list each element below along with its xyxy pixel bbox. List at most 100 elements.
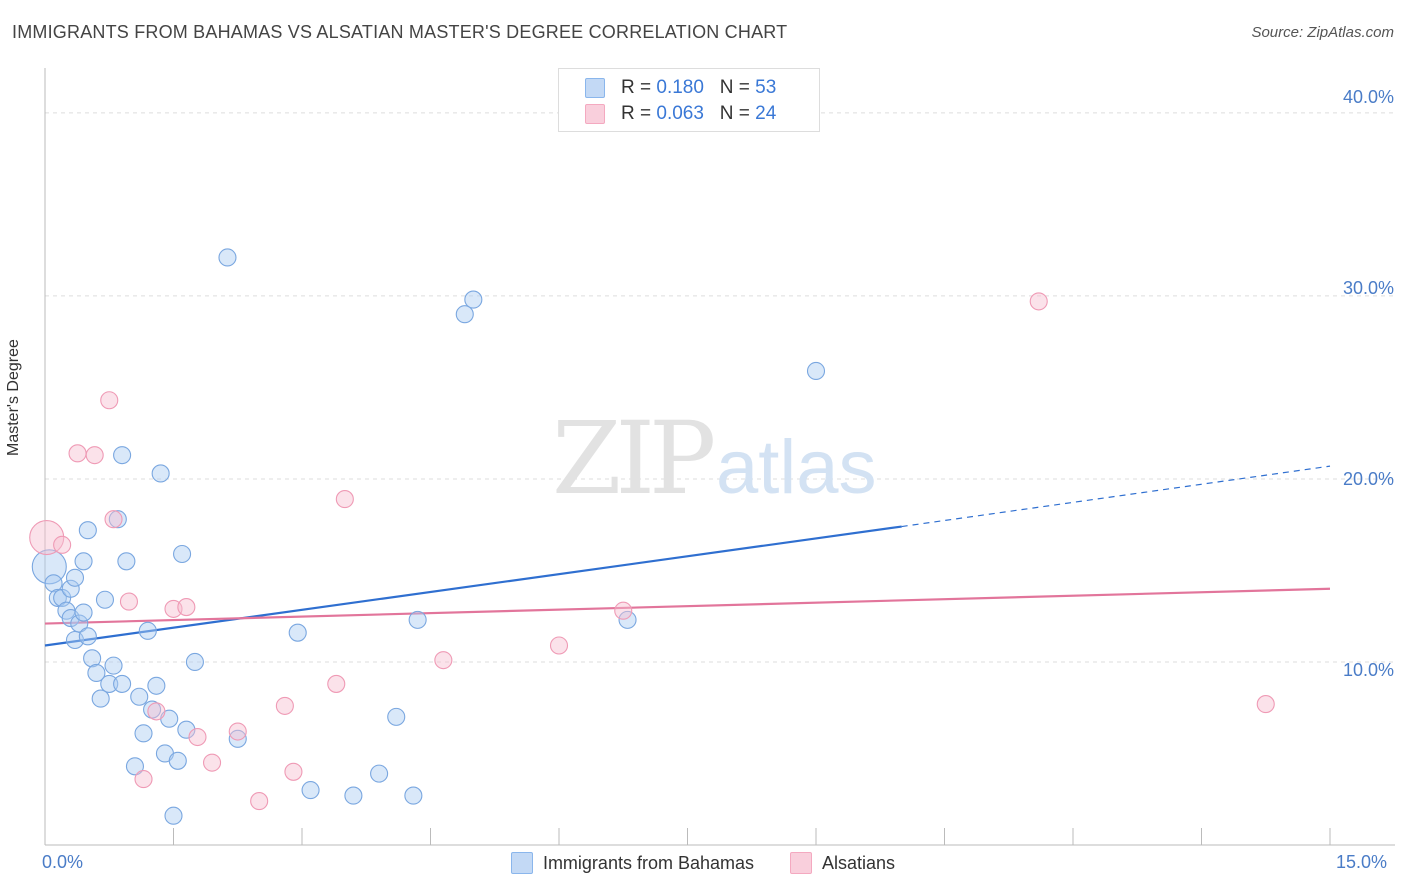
point-bahamas-39	[228, 729, 247, 748]
stats-row-alsatians: R = 0.063 N = 24	[585, 102, 777, 126]
point-bahamas-35	[173, 544, 192, 564]
x-tick-label-min: 0.0%	[42, 852, 84, 872]
point-alsatians-7	[134, 770, 153, 789]
stats-n-label: N =	[719, 77, 756, 98]
point-bahamas-29	[147, 676, 166, 695]
stats-r-label: R =	[621, 103, 657, 124]
point-bahamas-12	[78, 627, 97, 646]
point-bahamas-23	[117, 552, 136, 571]
source-label: Source: ZipAtlas.com	[1251, 24, 1394, 41]
point-bahamas-10	[74, 603, 93, 622]
point-bahamas-22	[113, 446, 132, 465]
point-bahamas-38	[218, 248, 237, 267]
point-alsatians-4	[100, 391, 119, 410]
point-bahamas-46	[408, 610, 427, 629]
point-bahamas-45	[404, 786, 423, 805]
point-alsatians-3	[85, 446, 104, 465]
point-alsatians-6	[119, 592, 139, 611]
point-bahamas-13	[78, 521, 97, 540]
point-bahamas-8	[65, 568, 85, 587]
legend-item-alsatians[interactable]: Alsatians	[790, 852, 895, 874]
point-bahamas-5	[61, 579, 80, 598]
point-bahamas-49	[618, 610, 637, 629]
stats-n-value: 53	[755, 77, 777, 98]
stats-r-value: 0.063	[656, 103, 704, 124]
point-alsatians-15	[275, 696, 294, 715]
legend-swatch-blue	[510, 852, 533, 874]
point-bahamas-19	[104, 656, 123, 675]
point-alsatians-1	[53, 535, 72, 554]
legend-label-bahamas: Immigrants from Bahamas	[542, 852, 754, 873]
point-bahamas-27	[138, 621, 157, 640]
point-alsatians-16	[284, 762, 303, 781]
point-bahamas-30	[151, 464, 170, 483]
point-alsatians-11	[188, 727, 207, 747]
point-alsatians-19	[434, 651, 453, 670]
y-tick-label-20: 20.0%	[1342, 469, 1394, 489]
legend-item-bahamas[interactable]: Immigrants from Bahamas	[510, 852, 754, 874]
point-alsatians-5	[104, 510, 123, 529]
point-alsatians-0	[29, 519, 65, 556]
point-bahamas-26	[134, 724, 153, 743]
y-tick-label-10: 10.0%	[1342, 660, 1394, 680]
point-bahamas-2	[48, 588, 67, 607]
legend-label-alsatians: Alsatians	[822, 852, 896, 873]
stats-n-label: N =	[719, 103, 756, 124]
point-bahamas-9	[70, 614, 89, 633]
legend: Immigrants from Bahamas Alsatians	[0, 852, 1406, 874]
stats-n-value: 24	[755, 103, 777, 124]
y-axis-label: Master's Degree	[5, 339, 22, 456]
trendline-bahamas	[44, 525, 902, 647]
point-bahamas-48	[464, 290, 483, 309]
point-bahamas-24	[125, 757, 144, 776]
stats-swatch-pink	[585, 104, 605, 124]
point-alsatians-21	[614, 601, 633, 620]
point-alsatians-20	[549, 636, 569, 655]
point-bahamas-40	[288, 623, 307, 642]
point-alsatians-12	[203, 753, 222, 772]
point-alsatians-2	[68, 444, 87, 463]
watermark-zip: ZIP	[552, 400, 716, 517]
point-bahamas-47	[455, 305, 474, 324]
point-bahamas-21	[113, 674, 132, 693]
legend-swatch-pink	[790, 852, 812, 874]
point-alsatians-10	[177, 598, 196, 617]
point-alsatians-17	[327, 674, 346, 693]
point-bahamas-18	[100, 674, 119, 693]
point-bahamas-36	[177, 720, 196, 739]
trendline-bahamas-projection	[901, 465, 1331, 528]
y-tick-label-40: 40.0%	[1342, 87, 1394, 107]
point-bahamas-16	[91, 689, 110, 708]
point-bahamas-37	[185, 652, 204, 672]
point-alsatians-22	[1029, 292, 1048, 311]
point-alsatians-23	[1256, 695, 1275, 714]
point-alsatians-18	[335, 490, 354, 509]
chart-title: IMMIGRANTS FROM BAHAMAS VS ALSATIAN MAST…	[12, 22, 788, 42]
point-alsatians-8	[147, 702, 166, 721]
trendline-alsatians	[44, 587, 1331, 625]
stats-box: R = 0.180 N = 53 R = 0.063 N = 24	[558, 68, 820, 132]
point-bahamas-43	[370, 764, 389, 783]
stats-r-value: 0.180	[656, 77, 704, 98]
point-bahamas-34	[168, 751, 187, 770]
point-bahamas-14	[83, 649, 102, 668]
point-bahamas-41	[301, 781, 320, 800]
x-tick-label-max: 15.0%	[1336, 852, 1388, 872]
point-bahamas-44	[387, 707, 406, 726]
point-bahamas-20	[108, 510, 127, 529]
watermark-atlas: atlas	[716, 425, 877, 510]
point-alsatians-14	[250, 792, 269, 811]
point-bahamas-11	[74, 552, 93, 571]
stats-swatch-blue	[585, 78, 605, 98]
point-bahamas-1	[44, 574, 63, 593]
y-tick-label-30: 30.0%	[1342, 278, 1394, 298]
point-bahamas-25	[130, 687, 149, 706]
point-bahamas-42	[344, 786, 363, 805]
stats-r-label: R =	[621, 77, 657, 98]
point-alsatians-13	[228, 722, 247, 741]
point-bahamas-50	[806, 361, 826, 381]
point-bahamas-33	[164, 806, 183, 825]
stats-row-bahamas: R = 0.180 N = 53	[585, 76, 777, 100]
point-bahamas-15	[87, 663, 106, 683]
